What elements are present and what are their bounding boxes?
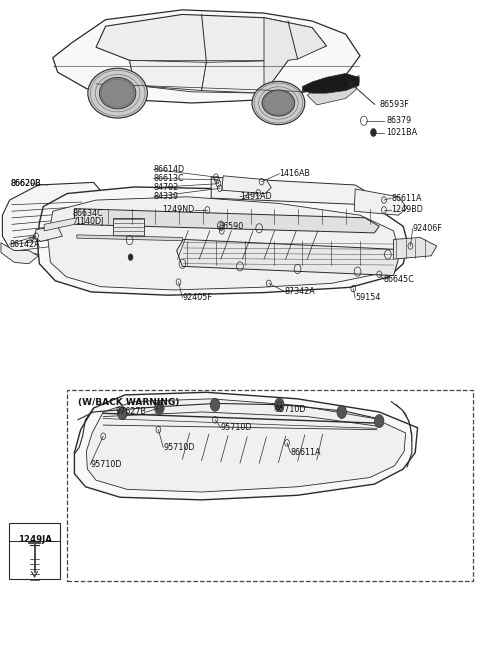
- Ellipse shape: [99, 77, 136, 109]
- Polygon shape: [48, 197, 397, 290]
- Text: 86634C: 86634C: [72, 209, 103, 218]
- Text: 86614D: 86614D: [154, 165, 185, 174]
- Polygon shape: [264, 18, 326, 93]
- Text: 92406F: 92406F: [413, 224, 443, 233]
- Text: 1140DJ: 1140DJ: [75, 217, 103, 226]
- Ellipse shape: [252, 81, 305, 125]
- Text: 86379: 86379: [386, 116, 412, 125]
- Polygon shape: [2, 182, 106, 255]
- Text: 97627B: 97627B: [115, 407, 146, 417]
- Polygon shape: [211, 177, 370, 205]
- Text: 84339: 84339: [154, 192, 179, 201]
- Text: 86611A: 86611A: [290, 448, 321, 457]
- Polygon shape: [130, 60, 206, 91]
- Text: (W/BACK WARNING): (W/BACK WARNING): [78, 398, 179, 407]
- Text: 86613C: 86613C: [154, 174, 184, 183]
- Ellipse shape: [262, 90, 295, 116]
- Text: 95710D: 95710D: [221, 423, 252, 432]
- Circle shape: [275, 398, 284, 411]
- Ellipse shape: [88, 68, 147, 118]
- Text: 1491AD: 1491AD: [240, 192, 272, 201]
- Text: 86593F: 86593F: [379, 100, 409, 110]
- Circle shape: [155, 401, 164, 415]
- Polygon shape: [394, 237, 437, 259]
- Text: 86142A: 86142A: [10, 239, 40, 249]
- Circle shape: [128, 254, 133, 260]
- Text: 95710D: 95710D: [90, 460, 122, 469]
- Text: 95710D: 95710D: [275, 405, 306, 415]
- Polygon shape: [77, 235, 182, 241]
- Circle shape: [337, 405, 347, 419]
- Polygon shape: [177, 239, 398, 276]
- Text: 86590: 86590: [218, 222, 244, 231]
- Polygon shape: [74, 209, 379, 233]
- Polygon shape: [96, 14, 326, 64]
- Text: 86620B: 86620B: [11, 179, 41, 188]
- Circle shape: [118, 407, 127, 420]
- Polygon shape: [307, 75, 359, 105]
- FancyBboxPatch shape: [9, 523, 60, 579]
- Text: 1249JA: 1249JA: [18, 535, 51, 544]
- Polygon shape: [202, 60, 288, 93]
- Circle shape: [210, 398, 220, 411]
- Polygon shape: [354, 189, 407, 215]
- Text: 1249BD: 1249BD: [391, 205, 423, 215]
- Polygon shape: [222, 176, 271, 194]
- Polygon shape: [86, 399, 406, 492]
- Polygon shape: [37, 187, 408, 295]
- Text: 1021BA: 1021BA: [386, 128, 418, 137]
- Polygon shape: [74, 392, 418, 500]
- Text: 59154: 59154: [355, 293, 381, 302]
- Text: 84702: 84702: [154, 183, 179, 192]
- Circle shape: [371, 129, 376, 136]
- Text: 86611A: 86611A: [391, 194, 422, 203]
- Text: 86620B: 86620B: [11, 179, 41, 188]
- Polygon shape: [35, 226, 62, 241]
- Polygon shape: [44, 218, 77, 231]
- Polygon shape: [113, 218, 144, 236]
- Text: 95710D: 95710D: [163, 443, 195, 452]
- Text: 1249ND: 1249ND: [162, 205, 194, 215]
- Text: 86645C: 86645C: [384, 275, 415, 284]
- Polygon shape: [302, 73, 359, 93]
- Polygon shape: [1, 243, 38, 264]
- Text: 1416AB: 1416AB: [279, 169, 311, 178]
- Polygon shape: [53, 10, 360, 103]
- Text: 87342A: 87342A: [284, 287, 315, 296]
- Circle shape: [374, 415, 384, 428]
- Text: 92405F: 92405F: [182, 293, 212, 302]
